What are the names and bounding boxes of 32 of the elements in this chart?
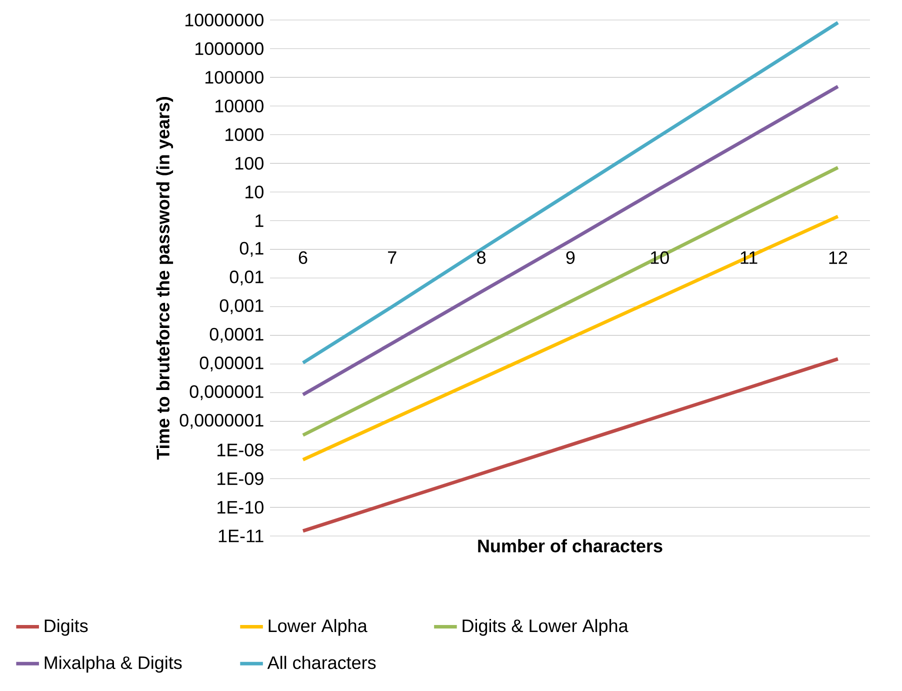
y-tick-label: 1000000 xyxy=(195,42,264,56)
x-tick-label: 7 xyxy=(388,251,396,264)
y-tick-label: 1 xyxy=(256,214,264,227)
y-tick-label: 0,01 xyxy=(230,270,264,286)
y-tick-label: 1E-08 xyxy=(218,444,264,456)
y-tick-label: 10 xyxy=(246,186,264,198)
y-tick-label: 0,001 xyxy=(220,299,264,314)
y-tick-label: 0,0000001 xyxy=(180,414,264,429)
legend-label: Lower Alpha xyxy=(268,618,368,636)
y-tick-label: 0,00001 xyxy=(200,356,264,372)
y-tick-label: 1E-11 xyxy=(218,530,264,542)
legend-label: Digits xyxy=(44,618,88,636)
y-tick-label: 100000 xyxy=(206,70,264,84)
x-tick-label: 9 xyxy=(566,251,575,264)
y-tick-label: 10000000 xyxy=(185,14,264,26)
y-tick-label: 1000 xyxy=(226,128,264,142)
line-series xyxy=(301,357,840,533)
legend-label: Digits & Lower Alpha xyxy=(462,618,628,636)
y-tick-label: 0,0001 xyxy=(210,328,264,343)
x-tick-label: 8 xyxy=(477,251,486,264)
y-tick-label: 1E-10 xyxy=(218,500,264,514)
y-axis-title: Time to bruteforce the password (in years) xyxy=(156,97,174,460)
x-tick-label: 6 xyxy=(298,251,308,264)
y-tick-label: 0,1 xyxy=(240,242,264,257)
legend-label: Mixalpha & Digits xyxy=(44,656,182,673)
x-axis-title: Number of characters xyxy=(478,539,662,552)
y-tick-label: 1E-09 xyxy=(218,472,264,486)
legend-label: All characters xyxy=(267,656,376,670)
y-tick-label: 100 xyxy=(236,156,264,170)
y-tick-label: 0,000001 xyxy=(190,385,264,400)
y-tick-label: 10000 xyxy=(216,100,264,112)
x-tick-label: 12 xyxy=(829,251,848,264)
